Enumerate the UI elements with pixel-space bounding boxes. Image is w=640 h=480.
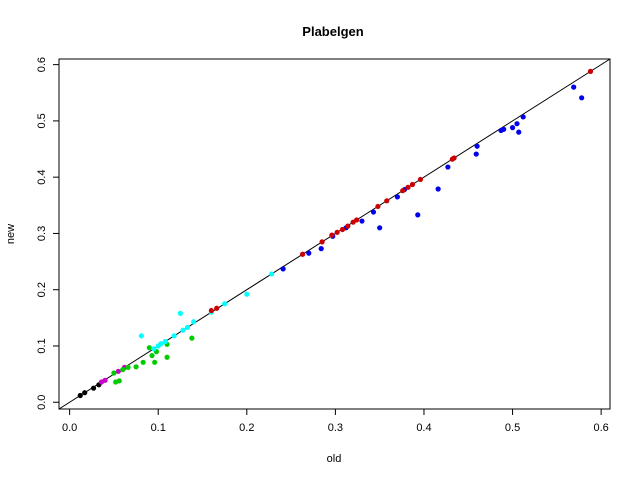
data-point [280, 266, 286, 272]
data-point [152, 359, 158, 365]
data-point [394, 194, 400, 200]
data-point [501, 126, 507, 132]
data-point [474, 143, 480, 149]
data-point [417, 176, 424, 183]
data-point [146, 345, 152, 351]
data-point [334, 229, 340, 235]
data-point [90, 385, 97, 391]
x-tick-label: 0.1 [151, 422, 166, 434]
data-point [306, 250, 312, 256]
data-point [571, 84, 577, 90]
data-point [102, 377, 108, 383]
data-point [329, 232, 335, 238]
data-point [269, 271, 275, 277]
data-point [384, 198, 390, 204]
data-point [191, 319, 197, 325]
data-point [125, 364, 131, 370]
points-layer [77, 68, 594, 399]
data-point [516, 129, 522, 135]
x-tick-label: 0.0 [62, 422, 77, 434]
data-point [520, 114, 526, 120]
data-point [111, 370, 117, 376]
data-point [354, 217, 360, 223]
data-point [149, 352, 155, 359]
y-tick-label: 0.1 [36, 338, 48, 353]
data-point [244, 291, 250, 297]
x-axis: 0.0 0.1 0.2 0.3 0.4 0.5 0.6 [62, 408, 609, 434]
data-point [133, 364, 139, 370]
data-point [115, 368, 121, 374]
y-tick-label: 0.0 [36, 395, 48, 410]
data-point [164, 354, 170, 360]
data-point [184, 324, 191, 331]
y-axis: 0.0 0.1 0.2 0.3 0.4 0.5 0.6 [36, 57, 60, 410]
data-point [514, 121, 520, 127]
data-point [180, 327, 186, 333]
data-point [120, 367, 126, 373]
data-point [208, 307, 214, 314]
y-tick-label: 0.6 [36, 57, 48, 72]
data-point [345, 223, 351, 229]
y-tick-label: 0.3 [36, 226, 48, 241]
data-point [445, 164, 451, 170]
data-point [579, 95, 585, 101]
data-point [339, 226, 346, 233]
x-tick-label: 0.5 [505, 422, 520, 434]
x-tick-label: 0.4 [416, 422, 431, 434]
data-point [300, 251, 306, 257]
data-point [587, 68, 594, 74]
data-point [415, 212, 421, 218]
data-point [140, 359, 146, 365]
data-point [116, 378, 122, 384]
y-tick-label: 0.4 [36, 170, 48, 185]
data-point [377, 225, 383, 231]
data-point [189, 335, 195, 341]
data-point [82, 390, 88, 396]
data-point [319, 239, 325, 245]
data-point [214, 305, 220, 311]
data-point [162, 338, 168, 345]
data-point [435, 186, 441, 192]
data-point [400, 188, 406, 194]
data-point [151, 346, 157, 352]
data-point [77, 392, 83, 399]
data-point [318, 246, 324, 252]
y-tick-label: 0.5 [36, 113, 48, 128]
data-point [177, 310, 183, 316]
y-axis-label: new [5, 224, 17, 244]
x-tick-label: 0.3 [328, 422, 343, 434]
data-point [138, 333, 144, 339]
x-tick-label: 0.6 [593, 422, 608, 434]
chart-title: Plabelgen [302, 24, 363, 39]
data-point [509, 125, 516, 131]
data-point [158, 341, 164, 347]
data-point [405, 184, 411, 190]
data-point [473, 151, 479, 157]
data-point [451, 155, 457, 161]
data-point [359, 218, 365, 224]
x-tick-label: 0.2 [239, 422, 254, 434]
data-point [375, 203, 381, 210]
data-point [409, 181, 416, 188]
reference-line-layer [58, 58, 611, 410]
x-axis-label: old [327, 453, 342, 465]
y-tick-label: 0.2 [36, 282, 48, 297]
data-point [370, 209, 377, 215]
data-point [222, 301, 228, 307]
data-point [171, 333, 177, 339]
reference-line [58, 58, 611, 410]
